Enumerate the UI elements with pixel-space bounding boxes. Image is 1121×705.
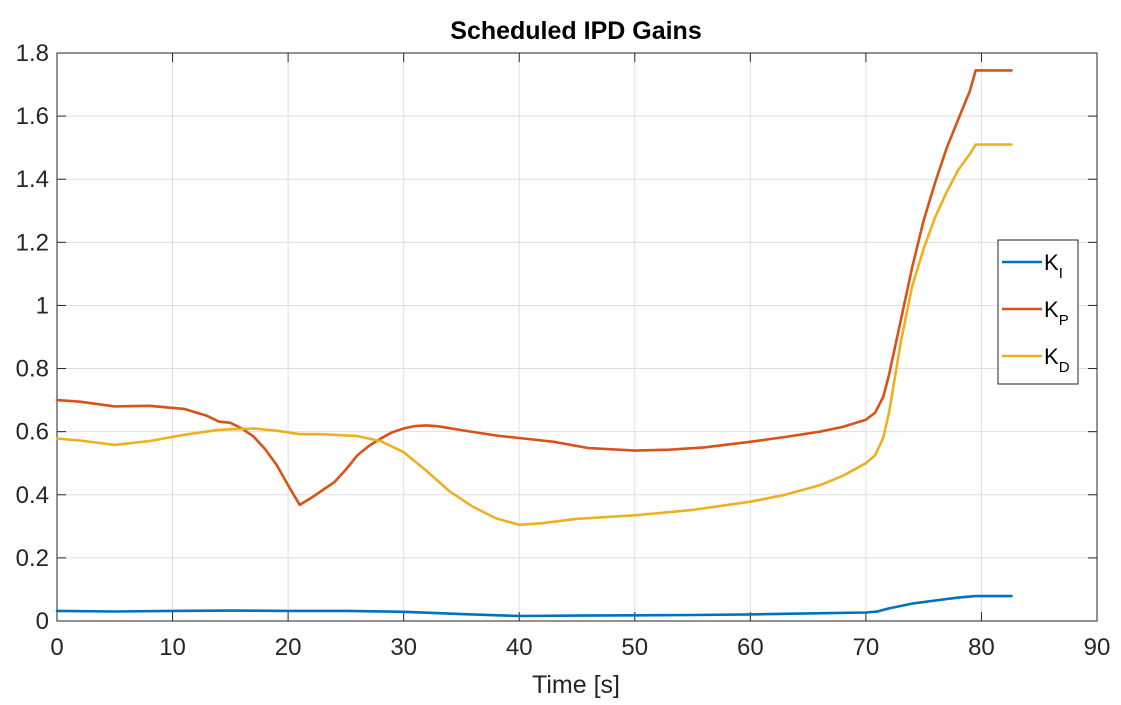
x-tick-label: 90	[1084, 634, 1111, 661]
legend-label: KD	[1044, 344, 1070, 376]
x-tick-label: 40	[506, 634, 533, 661]
y-tick-label: 0.8	[16, 356, 49, 383]
x-tick-label: 30	[390, 634, 417, 661]
y-tick-label: 0	[36, 608, 49, 635]
series-line-i	[55, 594, 1013, 618]
x-axis-label: Time [s]	[532, 671, 620, 699]
y-tick-label: 1	[36, 292, 49, 319]
legend: KI KP KD	[997, 239, 1079, 385]
chart-title: Scheduled IPD Gains	[450, 17, 701, 45]
y-tick-label: 1.2	[16, 229, 49, 256]
legend-label: KP	[1044, 297, 1069, 329]
x-tick-label: 0	[50, 634, 63, 661]
y-tick-label: 1.6	[16, 103, 49, 130]
x-tick-label: 50	[621, 634, 648, 661]
y-tick-label: 0.6	[16, 419, 49, 446]
x-tick-label: 70	[853, 634, 880, 661]
axes: 0 10 20 30 40 50 60 70 80 90 0 0.2 0.4 0.6 0.8 1 1.2 1.4 1…	[16, 40, 1111, 661]
y-tick-label: 1.8	[16, 40, 49, 67]
y-tick-label: 0.4	[16, 482, 49, 509]
series-line-p	[55, 69, 1013, 507]
y-tick-label: 0.2	[16, 545, 49, 572]
legend-box	[997, 239, 1079, 385]
x-tick-label: 60	[737, 634, 764, 661]
series-line-d	[55, 143, 1013, 527]
x-tick-label: 80	[968, 634, 995, 661]
y-tick-label: 1.4	[16, 166, 49, 193]
x-tick-label: 20	[275, 634, 302, 661]
data-series	[55, 69, 1013, 618]
legend-label: KI	[1044, 250, 1063, 282]
plot-area-frame	[56, 52, 1098, 622]
x-tick-label: 10	[159, 634, 186, 661]
